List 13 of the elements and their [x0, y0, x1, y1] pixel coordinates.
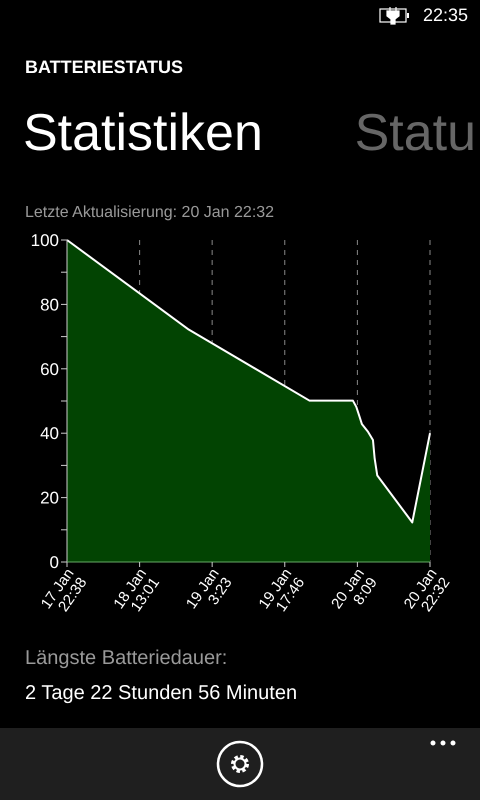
- text: Statu: [354, 104, 476, 162]
- y-tick-label: 0: [50, 552, 59, 572]
- chart-title: BATTERIESTATUS: [25, 57, 183, 77]
- y-tick-label: 40: [40, 424, 59, 444]
- text: Längste Batteriedauer:: [25, 647, 228, 669]
- chart-subtitle: Statistiken: [23, 104, 263, 162]
- y-tick-label: 80: [40, 295, 59, 314]
- y-tick-label: 60: [40, 360, 59, 379]
- text: 22:35: [422, 5, 468, 25]
- text: Letzte Aktualisierung: 20 Jan 22:32: [25, 204, 274, 221]
- text: 2 Tage 22 Stunden 56 Minuten: [25, 682, 298, 704]
- y-tick-label: 100: [30, 230, 59, 250]
- y-tick-label: 20: [40, 488, 59, 508]
